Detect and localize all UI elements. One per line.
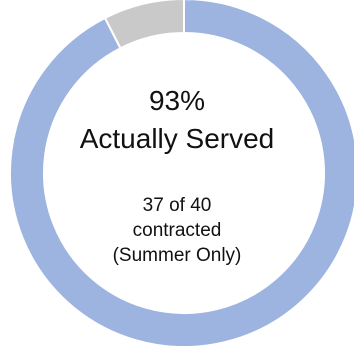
detail-line-3: (Summer Only) [112,245,242,266]
detail-line-1: 37 of 40 [142,195,212,216]
percent-label: 93% [148,85,206,116]
donut-slice-served [9,0,354,346]
donut-slice-not-served [103,0,185,50]
headline-label: Actually Served [79,123,275,154]
detail-line-2: contracted [132,220,222,241]
